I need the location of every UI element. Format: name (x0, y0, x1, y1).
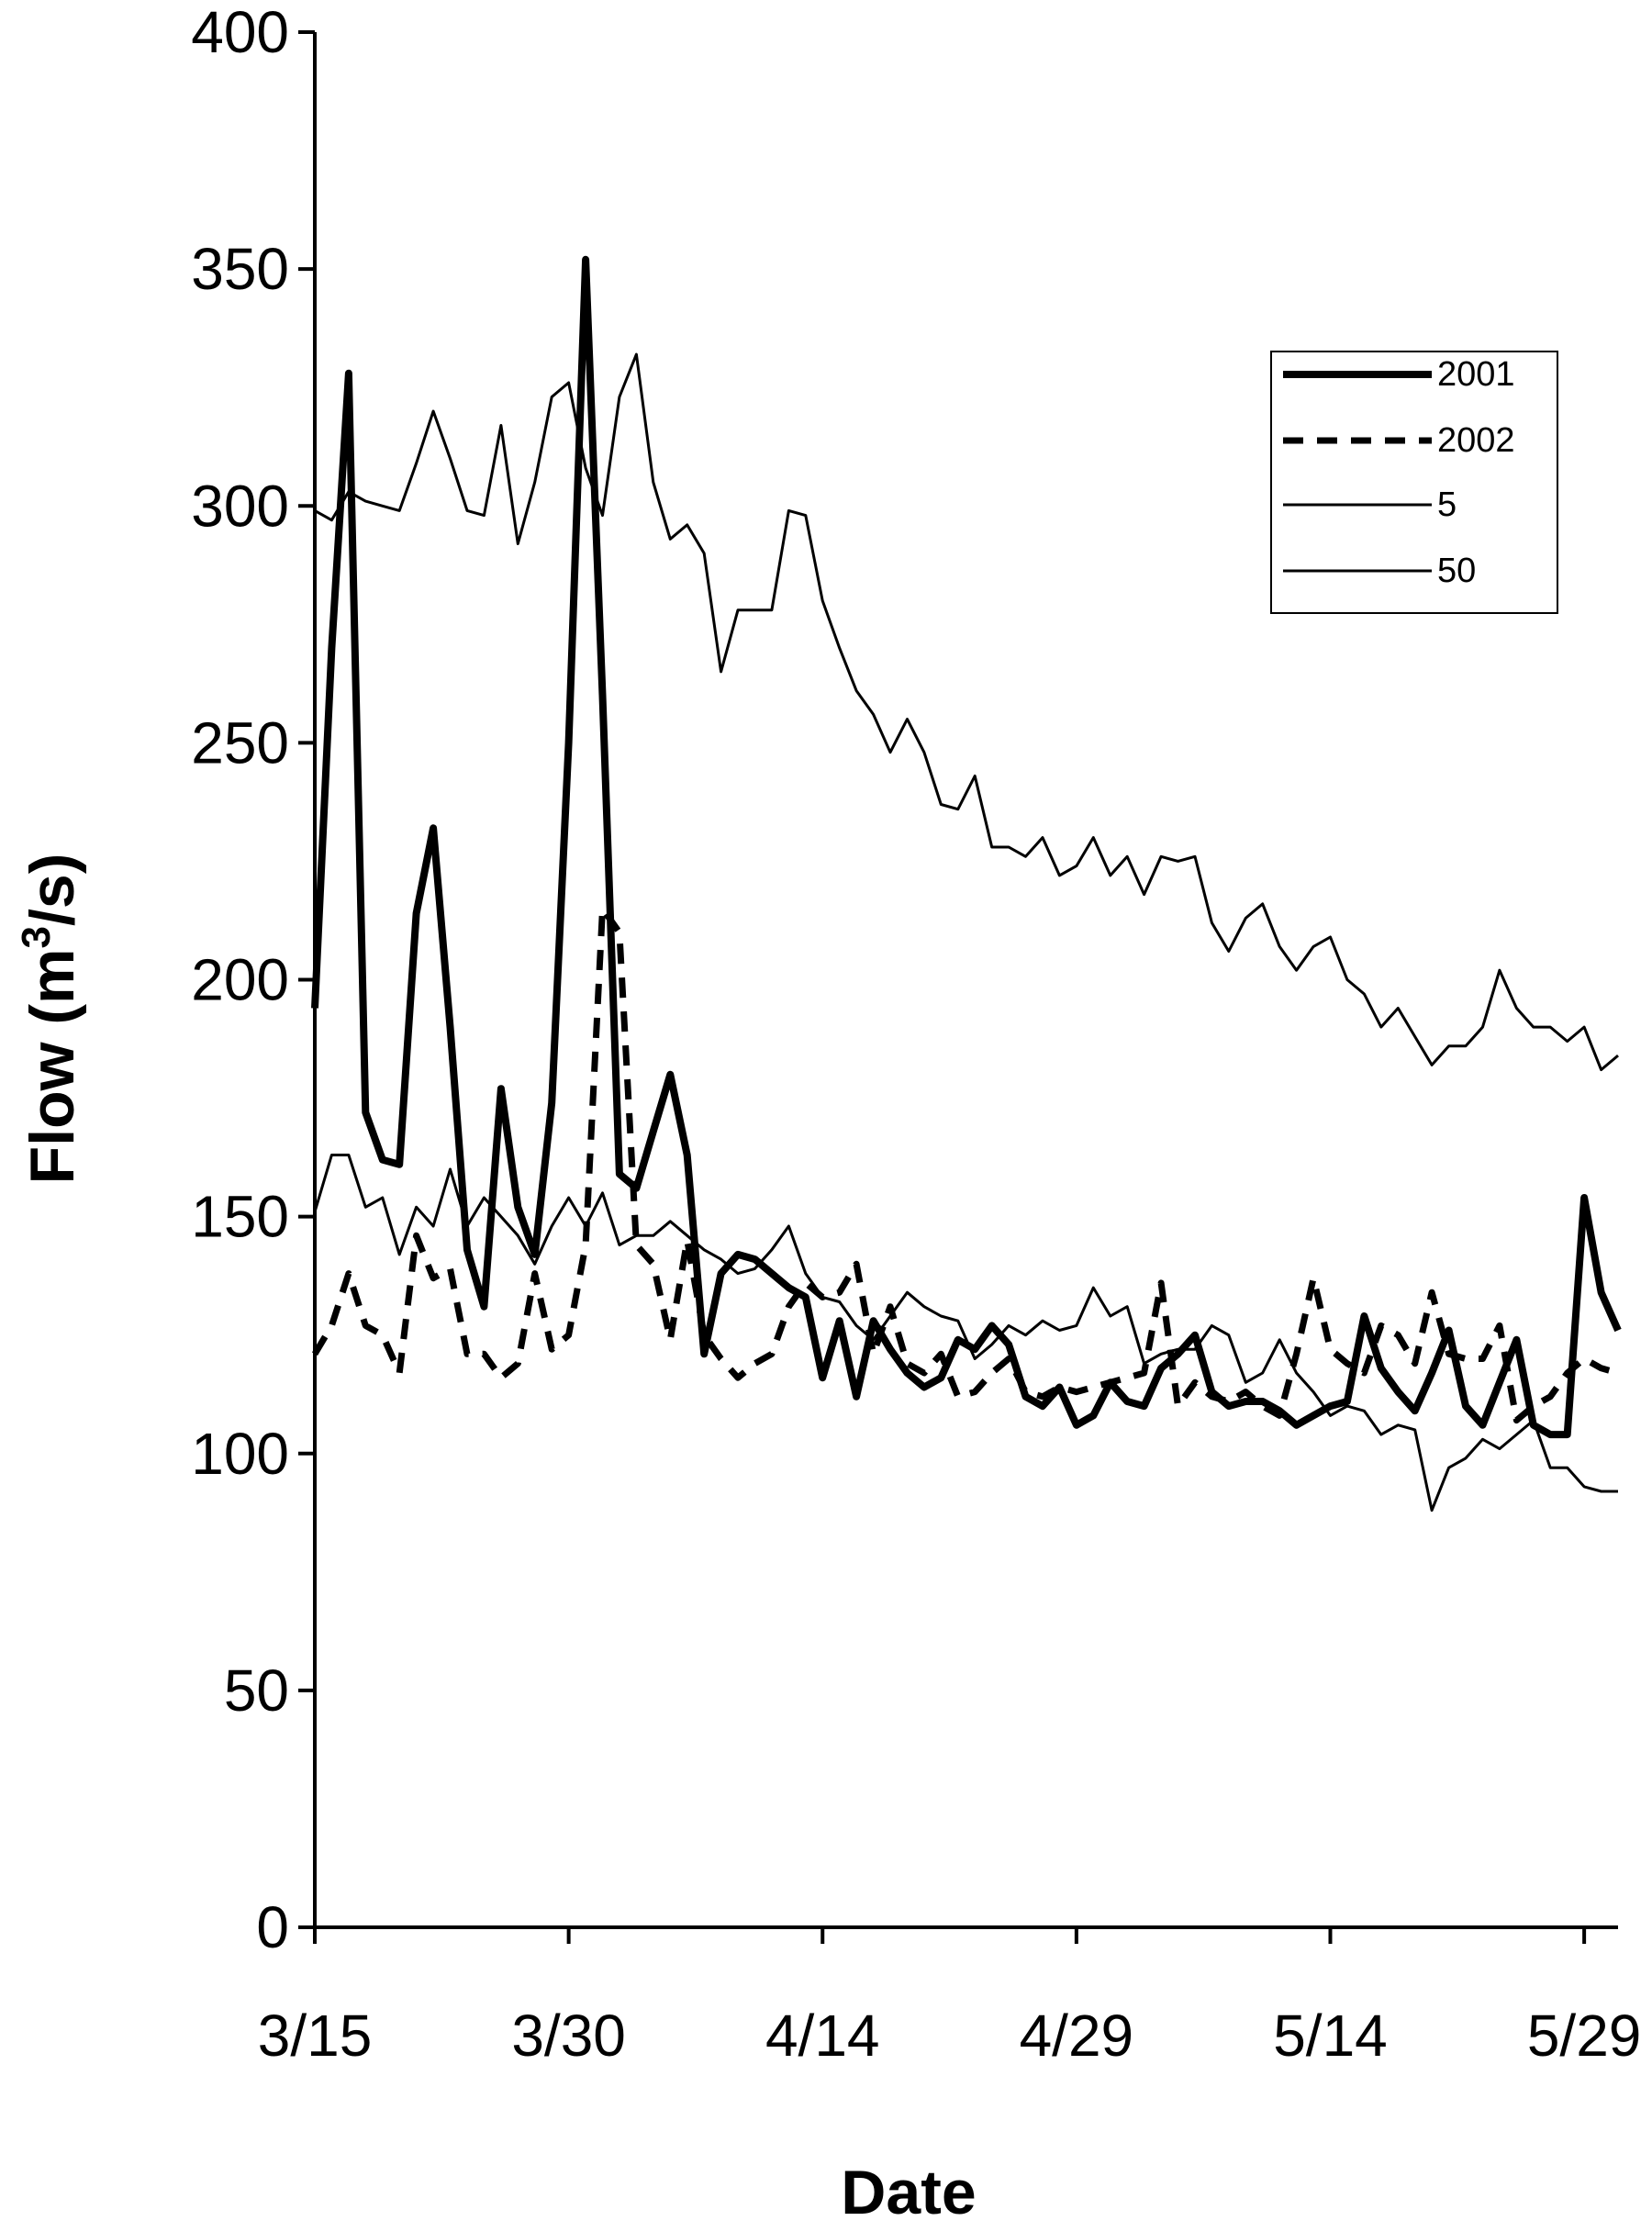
legend: 2001 2002 5 50 (1270, 351, 1558, 614)
x-tick-label: 5/14 (1273, 2003, 1388, 2069)
x-axis-title: Date (841, 2158, 976, 2227)
y-axis-title: Flow (m3/s) (14, 854, 87, 1185)
y-tick-label: 350 (191, 236, 289, 302)
y-tick-label: 150 (191, 1184, 289, 1250)
y-axis-title-superscript: 3 (14, 926, 59, 948)
series-line-5 (313, 1154, 1618, 1512)
y-tick-label: 0 (256, 1894, 289, 1960)
x-tick-label: 3/15 (258, 2003, 373, 2069)
legend-label-5: 5 (1437, 485, 1457, 524)
legend-label-2001: 2001 (1437, 355, 1515, 394)
y-tick-label: 250 (191, 709, 289, 776)
x-ticks: 3/15 3/30 4/14 4/29 5/14 5/29 (258, 1927, 1642, 2069)
series-line-50 (314, 352, 1619, 1072)
y-tick-label: 200 (191, 947, 289, 1013)
series-layer (311, 255, 1622, 1512)
series-line-2002 (311, 905, 1619, 1424)
x-tick-label: 3/30 (511, 2003, 626, 2069)
y-tick-label: 300 (191, 473, 289, 539)
y-tick-label: 400 (191, 0, 289, 65)
series-line-2001 (311, 255, 1622, 1439)
y-tick-label: 100 (191, 1421, 289, 1487)
x-tick-label: 5/29 (1527, 2003, 1642, 2069)
x-tick-label: 4/29 (1020, 2003, 1134, 2069)
legend-items: 2001 2002 5 50 (1283, 355, 1515, 590)
x-tick-label: 4/14 (765, 2003, 880, 2069)
y-axis-title-tail: /s) (17, 854, 87, 926)
y-tick-label: 50 (224, 1657, 289, 1724)
legend-label-2002: 2002 (1437, 421, 1515, 460)
y-axis-title-main: Flow (m (17, 948, 87, 1184)
legend-label-50: 50 (1437, 552, 1476, 590)
y-ticks: 0 50 100 150 200 250 300 350 400 (191, 0, 315, 1960)
